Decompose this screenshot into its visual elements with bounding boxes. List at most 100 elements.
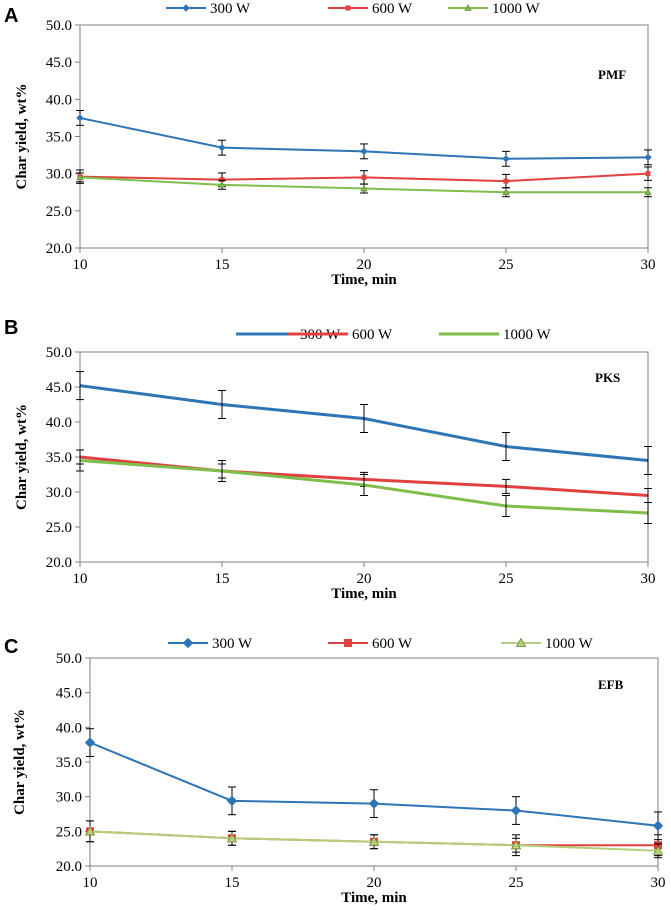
y-tick-label: 25.0 (46, 520, 72, 536)
sample-label: PKS (595, 370, 620, 385)
data-point (218, 180, 226, 188)
legend-label: 300 W (210, 1, 251, 17)
y-axis-title: Char yield, wt% (12, 709, 28, 815)
legend-label: 600 W (352, 327, 393, 343)
panel-label: C (4, 636, 18, 658)
y-tick-label: 45.0 (46, 55, 72, 71)
y-tick-label: 40.0 (46, 415, 72, 431)
x-tick-label: 20 (367, 875, 382, 891)
legend-marker (182, 637, 194, 649)
series-1000w (76, 449, 652, 524)
y-tick-label: 20.0 (56, 859, 82, 875)
legend-label: 600 W (372, 1, 413, 17)
legend-item: 300 W (166, 1, 251, 17)
series-1000w (84, 820, 664, 859)
data-point (368, 836, 380, 846)
plot-area (79, 351, 649, 563)
data-point (360, 184, 368, 192)
data-point (84, 826, 96, 836)
series-1000w (76, 172, 652, 198)
legend-marker (515, 637, 527, 647)
y-axis-title: Char yield, wt% (14, 404, 30, 510)
data-point (502, 188, 510, 196)
data-point (360, 147, 368, 156)
y-tick-label: 50.0 (46, 345, 72, 361)
legend-marker (344, 639, 352, 647)
data-point (226, 795, 238, 807)
x-axis-title: Time, min (331, 272, 397, 288)
y-tick-label: 25.0 (46, 204, 72, 220)
data-point (503, 178, 509, 184)
data-point (644, 153, 652, 162)
y-tick-label: 50.0 (46, 18, 72, 34)
x-tick-label: 30 (641, 257, 656, 273)
x-tick-label: 30 (641, 571, 656, 587)
data-point (652, 820, 664, 831)
data-point (361, 174, 367, 180)
y-tick-label: 35.0 (46, 130, 72, 146)
sample-label: EFB (598, 677, 624, 692)
data-point (652, 845, 664, 855)
x-tick-label: 15 (215, 257, 230, 273)
legend-label: 1000 W (545, 636, 593, 652)
legend-item: 300 W (168, 636, 253, 652)
legend-label: 1000 W (503, 327, 551, 343)
legend-item: 600 W (288, 327, 393, 343)
y-tick-label: 35.0 (46, 450, 72, 466)
panel-label: A (4, 5, 18, 27)
chart-panel-c: C 20.0 25.0 30.0 35.0 40.0 45.0 50.0 10 15 20 25 30 T… (4, 636, 666, 906)
data-point (368, 798, 380, 809)
x-tick-label: 20 (357, 571, 372, 587)
data-point (84, 737, 96, 748)
chart-panel-b: B 20.0 25.0 30.0 35.0 40.0 45.0 50.0 10 15 20 25 30 T… (4, 317, 656, 602)
x-tick-label: 10 (73, 257, 88, 273)
sample-label: PMF (598, 67, 626, 82)
series-300w (76, 109, 652, 167)
legend-item: 600 W (328, 1, 413, 17)
legend-marker (182, 4, 190, 12)
x-tick-label: 25 (509, 875, 524, 891)
data-point (502, 155, 510, 163)
x-tick-label: 25 (499, 571, 514, 587)
y-tick-label: 30.0 (56, 790, 82, 806)
data-point (510, 839, 522, 850)
y-tick-label: 45.0 (56, 686, 82, 702)
y-tick-label: 25.0 (56, 824, 82, 840)
x-axis-title: Time, min (331, 586, 397, 602)
legend-label: 1000 W (492, 1, 540, 17)
y-tick-label: 30.0 (46, 485, 72, 501)
series-300w (76, 371, 652, 475)
y-tick-label: 50.0 (56, 651, 82, 667)
data-point (76, 114, 84, 122)
legend-item: 600 W (328, 636, 413, 652)
x-tick-label: 30 (651, 875, 666, 891)
y-tick-label: 20.0 (46, 241, 72, 257)
y-tick-label: 20.0 (46, 555, 72, 571)
data-point (644, 188, 652, 196)
x-tick-label: 20 (357, 257, 372, 273)
legend-marker (464, 4, 472, 11)
y-tick-label: 35.0 (56, 755, 82, 771)
legend-item: 1000 W (439, 327, 551, 343)
y-tick-label: 40.0 (46, 92, 72, 108)
y-axis-title: Char yield, wt% (14, 84, 30, 190)
legend-item: 1000 W (501, 636, 593, 652)
x-tick-label: 25 (499, 257, 514, 273)
x-tick-label: 10 (83, 875, 98, 891)
data-point (76, 173, 84, 181)
legend-marker (345, 5, 351, 11)
x-tick-label: 15 (225, 875, 240, 891)
data-point (218, 143, 226, 152)
y-tick-label: 30.0 (46, 167, 72, 183)
panel-label: B (4, 317, 18, 339)
x-tick-label: 10 (73, 571, 88, 587)
x-tick-label: 15 (215, 571, 230, 587)
y-tick-label: 40.0 (56, 720, 82, 736)
x-axis-title: Time, min (341, 890, 407, 906)
legend-label: 300 W (212, 636, 253, 652)
legend-label: 600 W (372, 636, 413, 652)
data-point (510, 805, 522, 816)
legend-item: 1000 W (448, 1, 540, 17)
series-300w (84, 728, 664, 841)
